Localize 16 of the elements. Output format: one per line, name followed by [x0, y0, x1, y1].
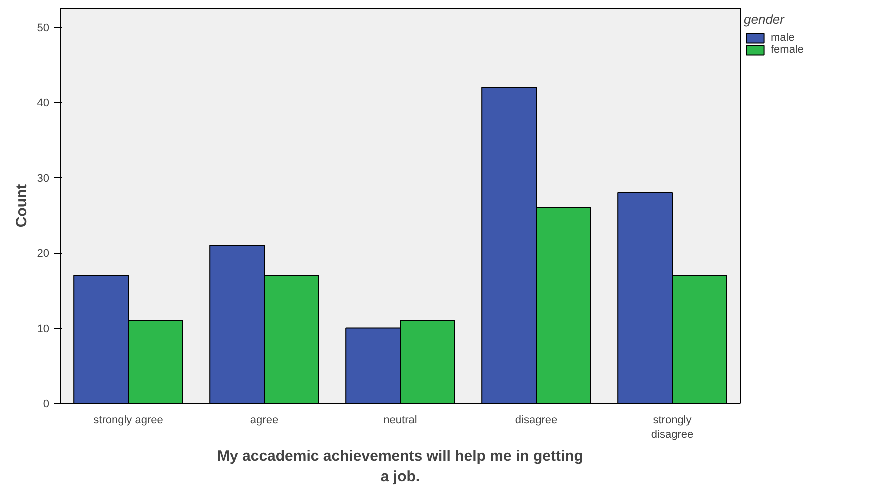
y-axis-title: Count: [13, 184, 30, 228]
legend-title: gender: [744, 12, 786, 27]
y-tick-label: 10: [37, 323, 50, 336]
legend-label: female: [771, 44, 804, 56]
y-tick-label: 20: [37, 248, 50, 260]
x-tick-label: disagree: [515, 414, 558, 426]
x-tick-label: strongly agree: [94, 414, 164, 426]
x-tick-label: neutral: [384, 414, 418, 426]
y-tick-label: 40: [37, 98, 50, 110]
y-tick-label: 30: [37, 172, 50, 185]
x-axis-title: My accademic achievements will help me in getting a job.: [218, 448, 584, 486]
y-tick-label: 50: [37, 22, 50, 34]
legend-label: male: [771, 32, 795, 44]
x-tick-label: agree: [250, 414, 279, 426]
x-tick-label: strongly disagree: [651, 414, 694, 441]
y-tick-label: 0: [43, 398, 50, 410]
